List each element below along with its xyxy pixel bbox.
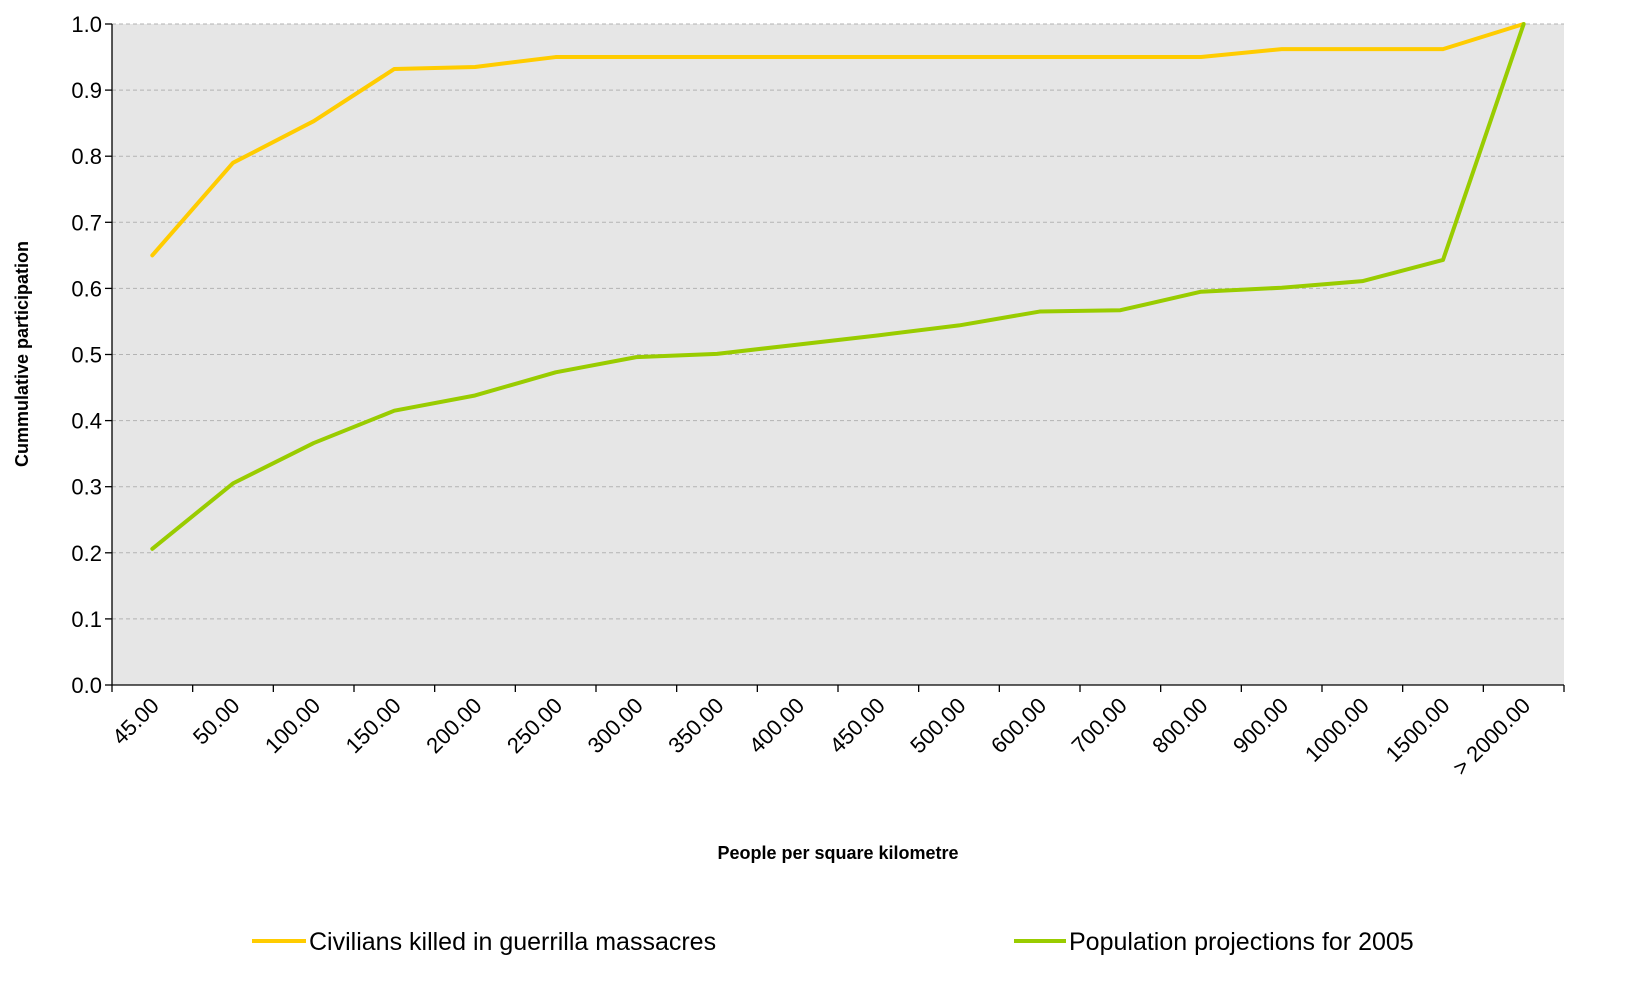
x-tick-label: 800.00	[1147, 693, 1212, 758]
y-tick-label: 0.5	[71, 343, 102, 368]
x-axis-title: People per square kilometre	[717, 843, 958, 863]
y-tick-label: 0.4	[71, 409, 102, 434]
legend: Civilians killed in guerrilla massacres …	[252, 928, 1414, 956]
series-line-population	[150, 22, 1526, 551]
legend-label-population: Population projections for 2005	[1069, 928, 1414, 956]
legend-label-civilians: Civilians killed in guerrilla massacres	[309, 928, 716, 956]
series-line-civilians	[150, 22, 1526, 258]
y-tick-label: 0.3	[71, 475, 102, 500]
y-tick-label: 1.0	[71, 12, 102, 37]
x-tick-label: 250.00	[502, 693, 567, 758]
x-tick-label: 350.00	[663, 693, 728, 758]
y-tick-label: 0.2	[71, 541, 102, 566]
y-tick-label: 0.9	[71, 78, 102, 103]
x-tick-label: 400.00	[744, 693, 809, 758]
x-tick-label: 200.00	[421, 693, 486, 758]
x-tick-label: 450.00	[825, 693, 890, 758]
series-lines	[150, 22, 1526, 551]
x-tick-label: 1000.00	[1300, 693, 1374, 767]
x-tick-label: 45.00	[107, 693, 164, 750]
x-tick-label: 100.00	[260, 693, 325, 758]
x-tick-label: 150.00	[341, 693, 406, 758]
x-tick-label: 500.00	[905, 693, 970, 758]
y-tick-label: 0.0	[71, 673, 102, 698]
y-tick-label: 0.6	[71, 276, 102, 301]
y-tick-label: 0.7	[71, 210, 102, 235]
y-axis-title: Cummulative participation	[12, 241, 32, 467]
gridlines	[112, 23, 1564, 620]
x-tick-label: 600.00	[986, 693, 1051, 758]
x-tick-label: 50.00	[188, 693, 245, 750]
y-tick-label: 0.1	[71, 607, 102, 632]
x-tick-label: > 2000.00	[1448, 693, 1535, 780]
y-tick-label: 0.8	[71, 144, 102, 169]
x-tick-label: 900.00	[1228, 693, 1293, 758]
x-tick-label: 700.00	[1067, 693, 1132, 758]
x-tick-label: 300.00	[583, 693, 648, 758]
x-tick-label: 1500.00	[1381, 693, 1455, 767]
y-axis-ticks: 0.0 0.1 0.2 0.3 0.4 0.5 0.6 0.7 0.8 0.9 1.0	[71, 12, 112, 698]
x-axis-ticks: 45.00 50.00 100.00 150.00 200.00 250.00 300.00…	[107, 685, 1565, 780]
